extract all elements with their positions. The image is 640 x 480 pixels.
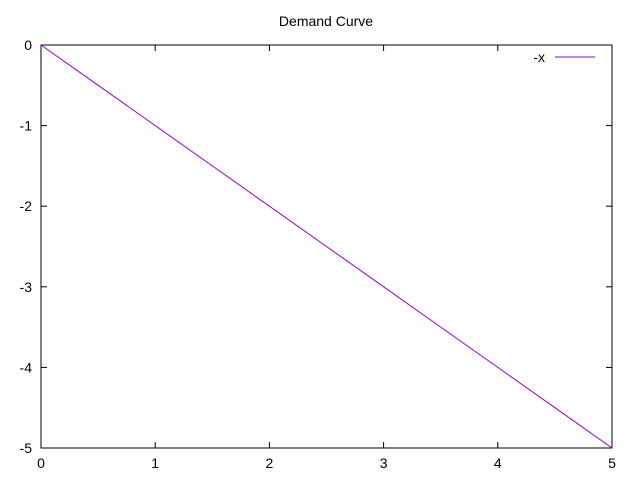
series-line-0 xyxy=(40,44,613,449)
x-tick-label: 1 xyxy=(151,455,159,471)
y-tick-label: -2 xyxy=(20,198,33,214)
y-axis-ticks: 0 -1 -2 -3 -4 -5 xyxy=(20,37,612,456)
x-tick-label: 3 xyxy=(380,455,388,471)
legend: -x xyxy=(533,49,595,65)
y-tick-label: 0 xyxy=(24,37,32,53)
x-tick-label: 0 xyxy=(37,455,45,471)
y-tick-label: -1 xyxy=(20,118,33,134)
series-lines xyxy=(40,44,613,449)
x-axis-ticks: 0 1 2 3 4 5 xyxy=(37,45,616,471)
x-tick-label: 4 xyxy=(494,455,502,471)
legend-label: -x xyxy=(533,49,545,65)
plot-border xyxy=(40,44,613,449)
y-tick-label: -4 xyxy=(20,359,33,375)
y-tick-label: -5 xyxy=(20,440,33,456)
x-tick-label: 2 xyxy=(266,455,274,471)
plot-frame xyxy=(40,44,613,449)
y-tick-label: -3 xyxy=(20,279,33,295)
x-tick-label: 5 xyxy=(608,455,616,471)
chart-title: Demand Curve xyxy=(279,13,373,29)
